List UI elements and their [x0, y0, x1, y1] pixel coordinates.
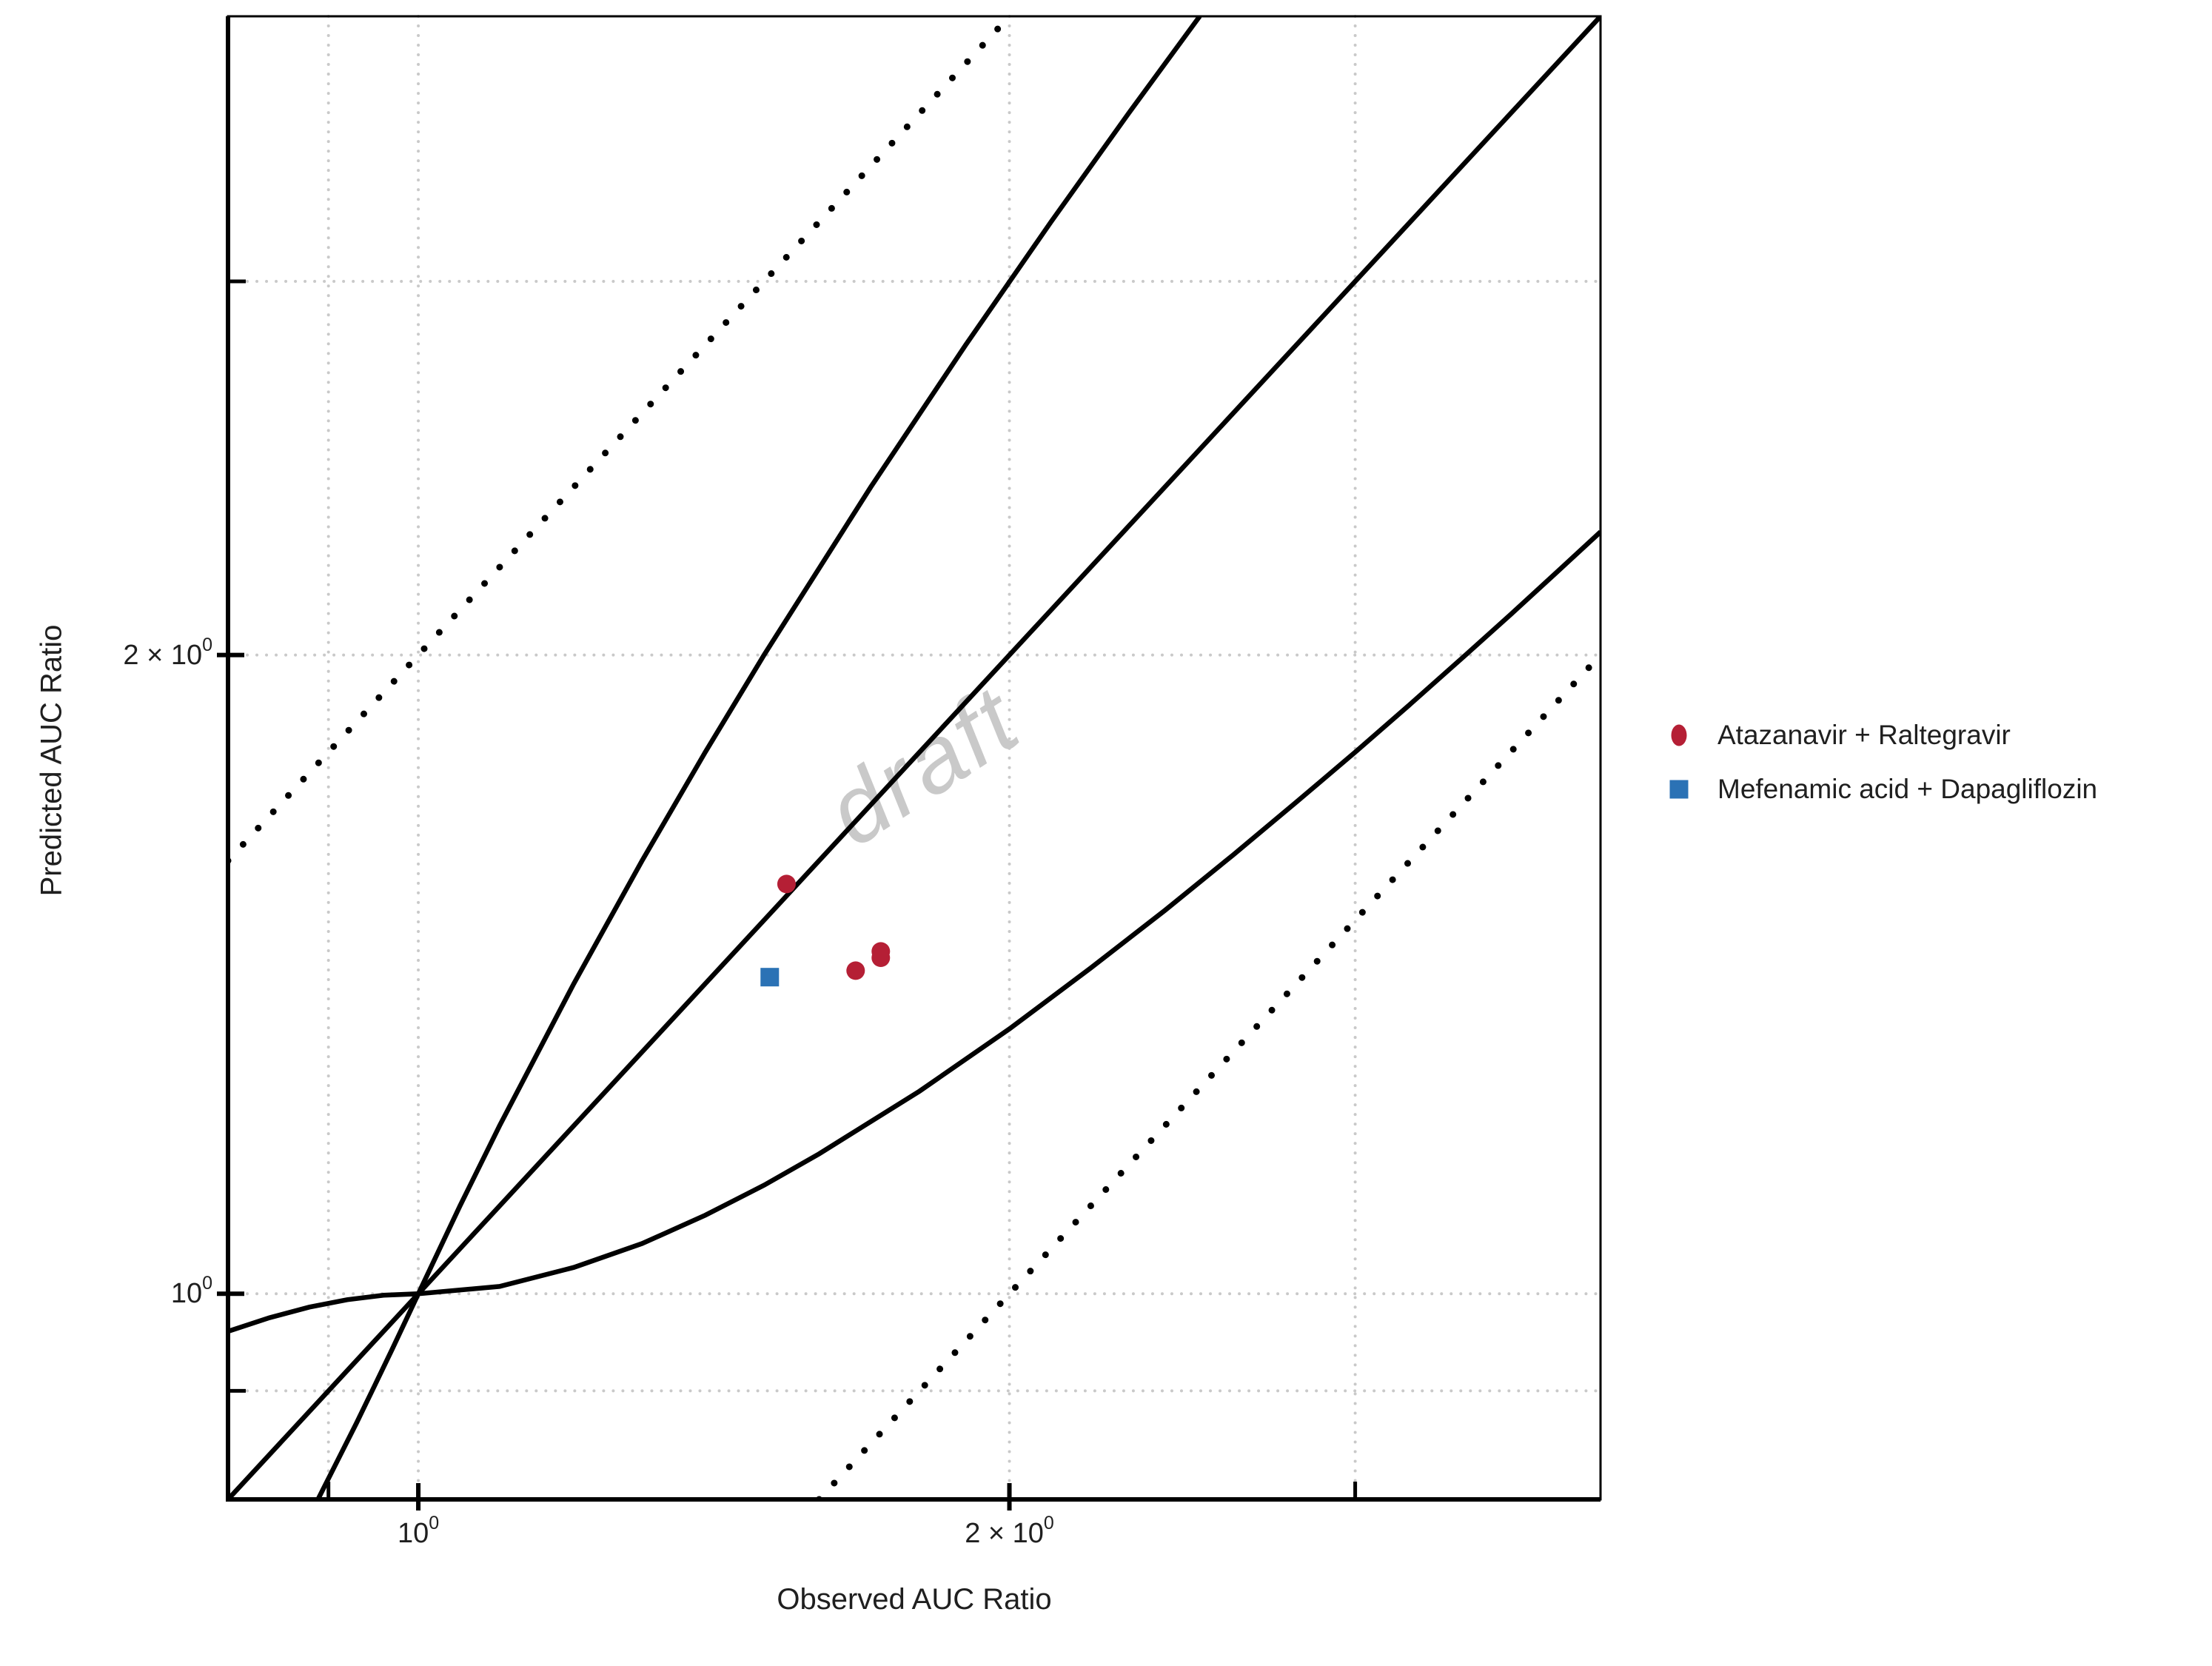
two-fold-lower	[816, 652, 1601, 1499]
data-points	[760, 874, 891, 987]
axes	[217, 15, 1602, 1511]
data-point-circle	[871, 948, 891, 967]
legend-item-atazanavir-raltegravir: Atazanavir + Raltegravir	[1652, 708, 2097, 762]
data-point-square	[760, 968, 780, 987]
guest-lower-limit	[315, 529, 1601, 1499]
legend: Atazanavir + Raltegravir Mefenamic acid …	[1652, 708, 2097, 816]
legend-marker-box	[1652, 709, 1706, 762]
two-fold-upper	[228, 16, 1013, 864]
legend-item-mefenamic-dapagliflozin: Mefenamic acid + Dapagliflozin	[1652, 762, 2097, 816]
guest-upper-limit	[228, 16, 1202, 1334]
legend-marker-box	[1652, 763, 1706, 816]
legend-label: Mefenamic acid + Dapagliflozin	[1717, 773, 2098, 804]
legend-label: Atazanavir + Raltegravir	[1717, 719, 2011, 750]
data-point-circle	[777, 874, 796, 894]
data-point-circle	[846, 961, 865, 980]
blue-square-marker-icon	[1669, 780, 1689, 798]
red-circle-marker-icon	[1671, 724, 1687, 746]
gridlines	[227, 15, 1602, 1501]
identity-line	[228, 16, 1601, 1499]
reference-lines	[228, 16, 1601, 1499]
